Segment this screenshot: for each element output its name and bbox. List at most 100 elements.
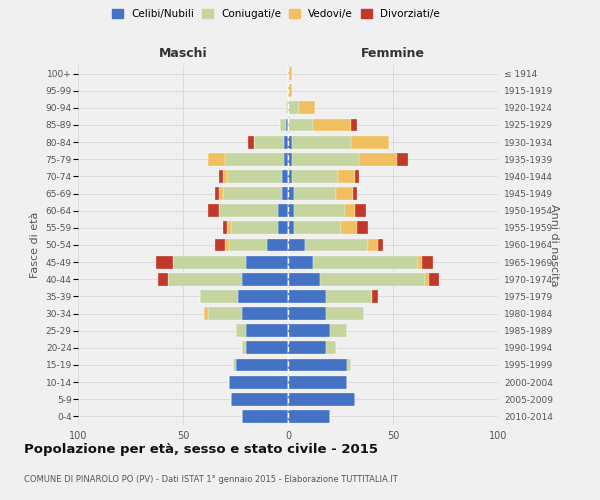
Bar [200, 290, 238, 303]
Bar [429, 273, 439, 285]
Bar [284, 136, 288, 148]
Bar [359, 153, 397, 166]
Bar [288, 307, 326, 320]
Bar [425, 273, 428, 285]
Bar [235, 358, 288, 372]
Bar [218, 170, 223, 183]
Bar [355, 170, 359, 183]
Bar [313, 118, 351, 132]
Bar [208, 204, 218, 217]
Text: Femmine: Femmine [361, 47, 425, 60]
Bar [368, 238, 379, 252]
Bar [288, 358, 347, 372]
Bar [282, 170, 288, 183]
Bar [223, 187, 282, 200]
Bar [288, 118, 313, 132]
Bar [242, 342, 246, 354]
Bar [215, 238, 225, 252]
Bar [168, 273, 242, 285]
Bar [225, 238, 229, 252]
Bar [158, 273, 168, 285]
Bar [326, 342, 337, 354]
Bar [288, 222, 295, 234]
Bar [246, 324, 288, 337]
Bar [288, 67, 292, 80]
Bar [218, 204, 277, 217]
Bar [242, 410, 288, 423]
Bar [208, 307, 242, 320]
Text: Popolazione per età, sesso e stato civile - 2015: Popolazione per età, sesso e stato civil… [24, 442, 378, 456]
Bar [286, 102, 288, 114]
Bar [277, 204, 288, 217]
Bar [288, 324, 330, 337]
Bar [295, 204, 345, 217]
Bar [246, 342, 288, 354]
Bar [288, 136, 292, 148]
Y-axis label: Fasce di età: Fasce di età [30, 212, 40, 278]
Bar [288, 393, 355, 406]
Bar [155, 256, 173, 268]
Bar [227, 222, 232, 234]
Bar [305, 238, 368, 252]
Bar [288, 84, 292, 97]
Bar [254, 136, 284, 148]
Bar [225, 153, 284, 166]
Bar [223, 222, 227, 234]
Bar [292, 170, 338, 183]
Bar [215, 187, 218, 200]
Bar [288, 187, 295, 200]
Bar [313, 256, 418, 268]
Bar [345, 204, 355, 217]
Bar [242, 273, 288, 285]
Bar [233, 358, 235, 372]
Y-axis label: Anni di nascita: Anni di nascita [549, 204, 559, 286]
Bar [288, 410, 330, 423]
Bar [299, 102, 316, 114]
Bar [351, 118, 358, 132]
Bar [330, 324, 347, 337]
Text: COMUNE DI PINAROLO PO (PV) - Dati ISTAT 1° gennaio 2015 - Elaborazione TUTTITALI: COMUNE DI PINAROLO PO (PV) - Dati ISTAT … [24, 476, 398, 484]
Bar [347, 358, 351, 372]
Bar [337, 187, 353, 200]
Bar [288, 170, 292, 183]
Bar [284, 153, 288, 166]
Bar [232, 222, 277, 234]
Bar [229, 376, 288, 388]
Bar [353, 187, 358, 200]
Bar [232, 393, 288, 406]
Bar [277, 222, 288, 234]
Bar [218, 187, 223, 200]
Bar [204, 307, 208, 320]
Bar [288, 376, 347, 388]
Bar [229, 238, 267, 252]
Bar [286, 118, 288, 132]
Bar [267, 238, 288, 252]
Legend: Celibi/Nubili, Coniugati/e, Vedovi/e, Divorziati/e: Celibi/Nubili, Coniugati/e, Vedovi/e, Di… [108, 5, 444, 24]
Bar [246, 256, 288, 268]
Bar [242, 307, 288, 320]
Bar [418, 256, 422, 268]
Bar [295, 222, 341, 234]
Bar [288, 256, 313, 268]
Bar [351, 136, 389, 148]
Bar [326, 307, 364, 320]
Bar [173, 256, 246, 268]
Bar [320, 273, 425, 285]
Bar [288, 342, 326, 354]
Bar [223, 170, 227, 183]
Bar [358, 222, 368, 234]
Bar [341, 222, 358, 234]
Bar [288, 290, 326, 303]
Bar [295, 187, 337, 200]
Bar [397, 153, 408, 166]
Bar [280, 118, 286, 132]
Bar [282, 187, 288, 200]
Bar [238, 290, 288, 303]
Bar [248, 136, 254, 148]
Bar [288, 153, 292, 166]
Bar [235, 324, 246, 337]
Bar [292, 136, 351, 148]
Bar [422, 256, 433, 268]
Bar [379, 238, 383, 252]
Bar [292, 153, 359, 166]
